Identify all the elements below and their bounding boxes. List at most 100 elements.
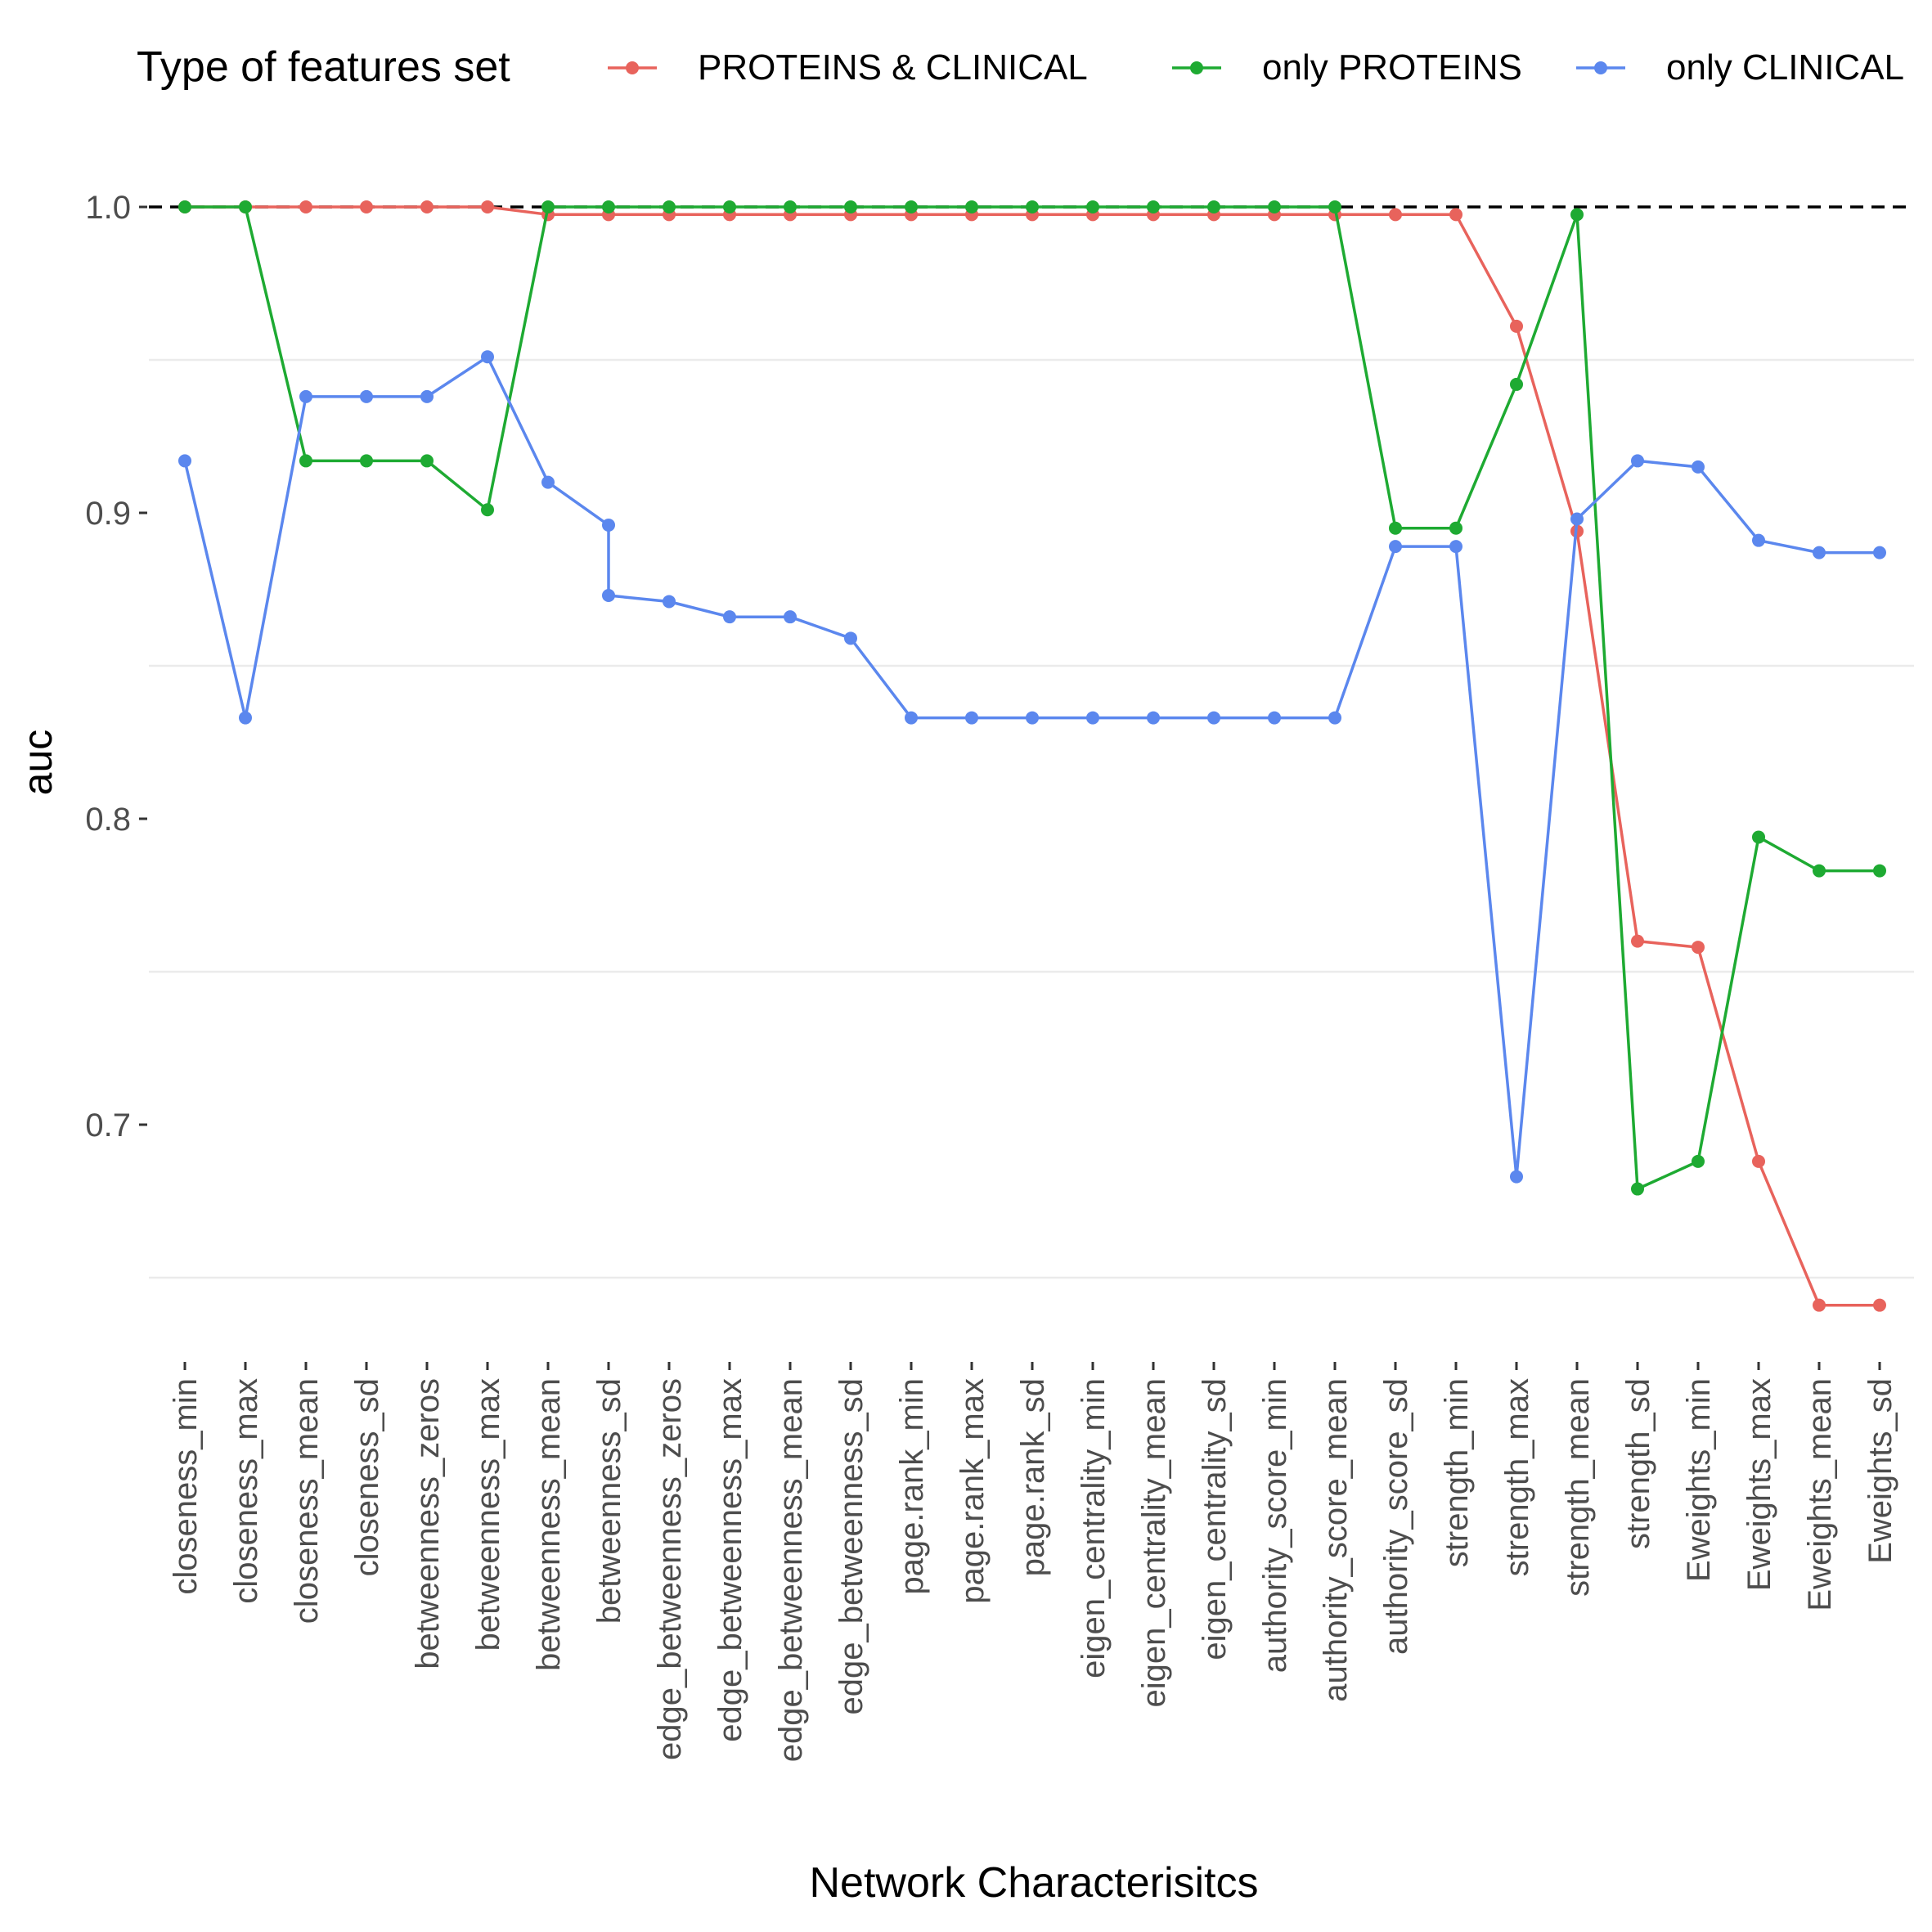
data-point <box>1570 208 1584 222</box>
legend-title: Type of features set <box>137 43 510 91</box>
x-tick-label: edge_betweenness_max <box>712 1378 748 1742</box>
legend: Type of features set PROTEINS & CLINICAL… <box>137 43 1904 91</box>
grid-lines <box>149 358 1914 1279</box>
data-point <box>1813 546 1826 559</box>
data-point <box>1873 864 1886 878</box>
data-point <box>1268 711 1281 725</box>
data-point <box>905 711 918 725</box>
x-tick-label: strength_sd <box>1620 1378 1656 1549</box>
x-axis: closeness_min closeness_max closeness_mean… <box>168 1362 1898 1762</box>
data-point <box>1570 512 1584 526</box>
x-tick-label: strength_max <box>1499 1378 1535 1576</box>
data-point <box>1328 200 1341 213</box>
data-point <box>299 454 312 468</box>
legend-label: only CLINICAL <box>1666 47 1904 88</box>
y-tick-label: 0.8 <box>85 802 131 838</box>
y-tick-label: 0.7 <box>85 1108 131 1143</box>
data-point <box>663 200 676 213</box>
data-point <box>481 503 494 517</box>
data-point <box>1268 200 1281 213</box>
data-point <box>1752 1154 1765 1168</box>
x-tick-label: betweenness_zeros <box>410 1378 446 1669</box>
legend-label: only PROTEINS <box>1262 47 1522 88</box>
series-layer <box>178 200 1886 1312</box>
data-point <box>1389 540 1402 554</box>
x-tick-label: closeness_min <box>168 1378 204 1595</box>
data-point <box>844 631 857 645</box>
x-tick-label: closeness_mean <box>289 1378 325 1624</box>
y-axis-title: auc <box>15 730 61 796</box>
x-tick-label: strength_mean <box>1560 1378 1596 1597</box>
series-group <box>178 200 1886 1312</box>
x-tick-label: edge_betweenness_sd <box>833 1378 869 1714</box>
data-point <box>541 475 555 489</box>
data-point <box>481 350 494 364</box>
series-group <box>178 350 1886 1184</box>
data-point <box>541 200 555 213</box>
x-tick-label: closeness_max <box>228 1378 264 1604</box>
data-point <box>420 389 434 403</box>
data-point <box>1510 1170 1523 1184</box>
data-point <box>1389 208 1402 222</box>
data-point <box>178 454 191 468</box>
data-point <box>1449 208 1462 222</box>
legend-item: only PROTEINS <box>1172 47 1522 88</box>
data-point <box>360 200 373 213</box>
x-tick-label: authority_score_min <box>1257 1378 1293 1673</box>
data-point <box>299 200 312 213</box>
data-point <box>844 200 857 213</box>
x-tick-label: eigen_centrality_sd <box>1197 1378 1233 1660</box>
y-tick-label: 0.9 <box>85 496 131 532</box>
x-tick-label: authority_score_mean <box>1318 1378 1354 1702</box>
data-point <box>1631 934 1644 948</box>
data-point <box>784 610 797 624</box>
x-tick-label: betweenness_mean <box>531 1378 567 1671</box>
x-tick-label: betweenness_max <box>470 1378 506 1651</box>
data-point <box>1692 460 1705 474</box>
data-point <box>239 200 252 213</box>
data-point <box>1389 521 1402 535</box>
data-point <box>1510 377 1523 391</box>
legend-item: only CLINICAL <box>1576 47 1904 88</box>
data-point <box>1631 454 1644 468</box>
data-point <box>1813 1298 1826 1312</box>
data-point <box>1692 941 1705 955</box>
data-point <box>1692 1154 1705 1168</box>
x-tick-label: edge_betweenness_zeros <box>652 1378 688 1760</box>
data-point <box>905 200 918 213</box>
series-line <box>185 205 1880 1307</box>
x-tick-label: strength_min <box>1439 1378 1475 1567</box>
data-point <box>1026 200 1039 213</box>
legend-item: PROTEINS & CLINICAL <box>608 47 1088 88</box>
legend-key-marker <box>1594 61 1607 74</box>
x-tick-label: eigen_centrality_min <box>1076 1378 1112 1678</box>
series-line <box>185 205 1880 1191</box>
data-point <box>784 200 797 213</box>
x-tick-label: Eweights_mean <box>1802 1378 1838 1611</box>
data-point <box>1207 711 1220 725</box>
legend-label: PROTEINS & CLINICAL <box>698 47 1088 88</box>
data-point <box>1086 200 1099 213</box>
data-point <box>602 518 615 532</box>
x-tick-label: eigen_centrality_mean <box>1136 1378 1172 1707</box>
data-point <box>1813 864 1826 878</box>
data-point <box>1026 711 1039 725</box>
y-tick-label: 1.0 <box>85 190 131 226</box>
data-point <box>965 711 978 725</box>
data-point <box>1449 540 1462 554</box>
data-point <box>481 200 494 213</box>
data-point <box>1207 200 1220 213</box>
data-point <box>1328 711 1341 725</box>
data-point <box>1752 830 1765 844</box>
data-point <box>1449 521 1462 535</box>
data-point <box>239 711 252 725</box>
x-tick-label: edge_betweenness_mean <box>773 1378 809 1762</box>
x-tick-label: betweenness_sd <box>591 1378 627 1624</box>
data-point <box>965 200 978 213</box>
series-line <box>183 355 1880 1179</box>
data-point <box>1147 711 1160 725</box>
x-tick-label: Eweights_max <box>1741 1378 1777 1591</box>
x-tick-label: page.rank_sd <box>1015 1378 1051 1576</box>
series-group <box>178 200 1886 1196</box>
